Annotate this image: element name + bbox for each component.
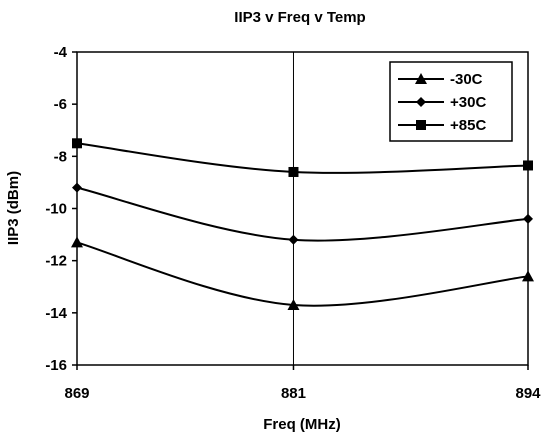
y-tick-label: -16 — [45, 357, 67, 374]
y-tick-label: -14 — [45, 305, 67, 322]
y-tick-label: -12 — [45, 253, 67, 270]
legend-marker-triangle — [415, 73, 427, 84]
data-point-square — [523, 160, 533, 171]
x-tick-label: 869 — [64, 385, 89, 402]
y-axis-label: IIP3 (dBm) — [5, 171, 22, 245]
legend-label: -30C — [450, 71, 483, 88]
legend-label: +30C — [450, 94, 486, 111]
legend: -30C +30C +85C — [389, 61, 513, 142]
data-point-square — [288, 166, 299, 177]
data-point-diamond — [72, 182, 82, 193]
series-group — [71, 138, 534, 311]
legend-marker-diamond — [416, 97, 426, 107]
data-point-triangle — [522, 270, 534, 282]
x-tick-label: 881 — [281, 385, 306, 402]
chart-title: IIP3 v Freq v Temp — [234, 9, 365, 26]
x-tick-label: 894 — [515, 385, 541, 402]
data-point-diamond — [288, 234, 299, 245]
data-point-square — [72, 138, 82, 149]
y-tick-label: -4 — [54, 44, 68, 61]
legend-marker-square — [416, 120, 426, 130]
y-tick-label: -6 — [54, 96, 67, 113]
y-tick-label: -10 — [45, 201, 67, 218]
y-tick-label: -8 — [54, 148, 67, 165]
data-point-triangle — [287, 299, 300, 311]
legend-label: +85C — [450, 117, 486, 134]
legend-box — [389, 61, 513, 142]
x-axis-ticks: 869 881 894 — [64, 365, 541, 402]
data-point-triangle — [71, 236, 83, 248]
x-axis-label: Freq (MHz) — [263, 416, 341, 433]
data-point-diamond — [523, 213, 533, 224]
y-axis-ticks: -4 -6 -8 -10 -12 -14 -16 — [45, 44, 77, 374]
